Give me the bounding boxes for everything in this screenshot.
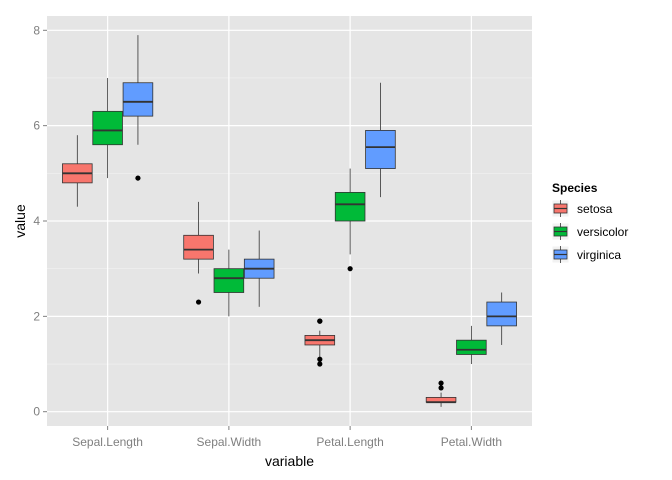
box-body [183, 234, 214, 260]
outlier-point [195, 299, 202, 305]
y-tick-label: 2 [33, 309, 40, 323]
box-body [213, 268, 245, 293]
box-versicolor [334, 168, 366, 272]
box-body [365, 130, 396, 169]
box-virginica [486, 292, 517, 345]
box-setosa [183, 201, 214, 305]
box-setosa [304, 318, 336, 367]
legend-key-virginica: virginica [551, 245, 621, 264]
x-tick-label: Petal.Length [316, 435, 383, 449]
box-versicolor [92, 77, 123, 179]
legend-label: setosa [577, 202, 613, 216]
y-tick-label: 6 [33, 119, 40, 133]
y-axis: 0 2 4 6 8 [33, 23, 47, 419]
y-tick-label: 0 [33, 405, 40, 419]
legend-title: Species [552, 181, 598, 195]
box-virginica [122, 35, 154, 181]
box-layer [62, 35, 517, 407]
x-tick-label: Petal.Width [441, 435, 502, 449]
x-axis: Sepal.Length Sepal.Width Petal.Length Petal… [72, 426, 502, 449]
outlier-point [438, 380, 444, 386]
x-tick-label: Sepal.Width [197, 435, 262, 449]
box-setosa [425, 380, 457, 407]
box-versicolor [456, 325, 487, 365]
box-body [456, 339, 487, 355]
box-virginica [365, 82, 396, 198]
outlier-point [317, 356, 323, 362]
grid-lines [47, 16, 532, 426]
y-tick-label: 4 [33, 214, 40, 228]
box-body [122, 82, 154, 117]
x-axis-title: variable [265, 453, 314, 469]
y-axis-title: value [12, 204, 28, 238]
box-setosa [62, 135, 93, 207]
legend-label: virginica [577, 248, 621, 262]
box-body [92, 110, 123, 146]
outlier-point [317, 361, 323, 367]
box-body [334, 191, 366, 222]
legend-key-versicolor: versicolor [551, 222, 628, 241]
outlier-point [347, 266, 353, 272]
outlier-point [438, 385, 444, 391]
outlier-point [135, 175, 141, 181]
legend-label: versicolor [577, 225, 628, 239]
box-virginica [243, 230, 275, 307]
x-tick-label: Sepal.Length [72, 435, 143, 449]
y-tick-label: 8 [33, 23, 40, 37]
box-versicolor [213, 249, 245, 317]
outlier-point [317, 318, 323, 324]
legend-key-setosa: setosa [551, 199, 613, 218]
legend: Species setosa versicolor virginica [551, 181, 628, 264]
box-body [486, 301, 517, 327]
